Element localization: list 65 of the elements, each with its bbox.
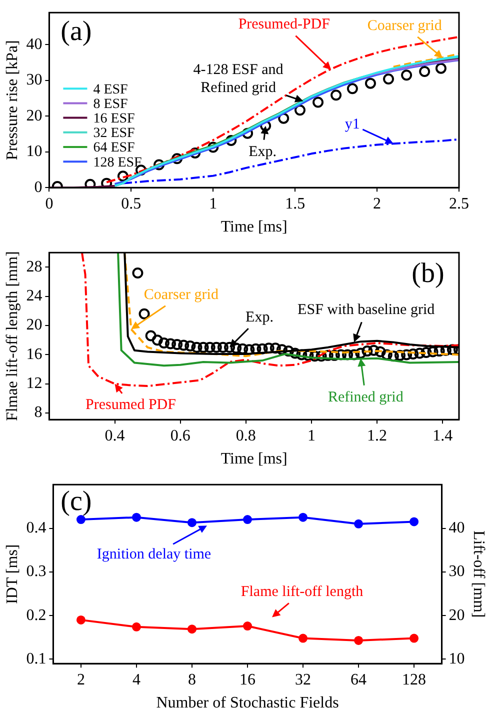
y-tick-label: 0.3 [26, 563, 46, 580]
x-tick-label: 1.5 [285, 195, 306, 212]
y-axis-title: Pressure rise [kPa] [4, 40, 21, 160]
legend-label: Ignition delay time [96, 546, 212, 563]
series-label: Flame lift-off length [240, 584, 364, 600]
x-axis-title: Number of Stochastic Fields [156, 694, 339, 712]
annotation: ESF with baseline grid [298, 302, 436, 318]
annotation: Coarser grid [367, 18, 442, 34]
y-tick-label: 20 [26, 316, 42, 334]
x-tick-label: 1.2 [367, 427, 388, 444]
x-tick-label: 64 [350, 671, 367, 688]
x-tick-label: 1 [209, 195, 218, 212]
y2-tick-label: 30 [448, 563, 465, 580]
x-tick-label: 0.8 [236, 427, 256, 444]
legend-label: 8 ESF [93, 96, 128, 112]
annotation: (b) [412, 258, 444, 289]
y-tick-label: 12 [26, 375, 42, 392]
x-tick-label: 16 [240, 671, 256, 688]
annotation: Coarser grid [144, 287, 219, 304]
legend-label: 4 ESF [93, 82, 128, 98]
annotation: y1 [344, 116, 360, 133]
y-tick-label: 16 [26, 346, 42, 363]
y2-tick-label: 40 [448, 519, 465, 536]
y2-tick-label: 20 [448, 606, 465, 624]
legend-label: 128 ESF [93, 155, 142, 170]
x-tick-label: 4 [132, 671, 140, 688]
legend-label: 32 ESF [93, 126, 136, 142]
x-tick-label: 32 [295, 671, 312, 688]
annotation: (c) [60, 486, 92, 517]
y2-tick-label: 10 [448, 650, 465, 668]
x-tick-label: 2.5 [449, 195, 469, 212]
y-tick-label: 0 [34, 178, 42, 196]
x-tick-label: 0.5 [121, 195, 142, 212]
annotation: Exp. [248, 144, 277, 160]
annotation: (a) [60, 16, 92, 47]
y-tick-label: 24 [26, 288, 42, 305]
x-tick-label: 0.6 [170, 427, 190, 444]
x-tick-label: 1.4 [432, 427, 453, 444]
y-axis-title: Flmae lift-off length [mm] [4, 251, 21, 422]
annotation: Presumed-PDF [238, 16, 330, 33]
y-tick-label: 0.4 [26, 519, 46, 536]
x-tick-label: 8 [188, 671, 196, 688]
x-axis-title: Time [ms] [220, 450, 288, 468]
x-tick-label: 2 [76, 671, 85, 688]
x-tick-label: 128 [402, 671, 426, 688]
y-tick-label: 0.2 [26, 606, 46, 624]
y2-axis-title: Lift-off [mm] [470, 530, 488, 618]
annotation: Refined grid [328, 389, 404, 406]
y-axis-title: IDT [ms] [4, 544, 21, 604]
y-tick-label: 20 [26, 107, 42, 124]
y-tick-label: 40 [26, 36, 42, 53]
y-tick-label: 0.1 [26, 650, 46, 668]
x-tick-label: 2 [373, 195, 382, 212]
y-tick-label: 28 [26, 258, 42, 276]
y-tick-label: 8 [34, 404, 42, 422]
y-tick-label: 30 [26, 72, 42, 89]
annotation: 4-128 ESF and Refined grid [193, 62, 284, 96]
legend-label: 16 ESF [93, 111, 136, 126]
y-tick-label: 10 [26, 143, 42, 160]
x-tick-label: 0.4 [104, 427, 125, 444]
annotation: Exp. [246, 309, 274, 326]
legend-label: 64 ESF [93, 140, 136, 156]
x-axis-title: Time [ms] [220, 218, 288, 236]
annotation: Presumed PDF [86, 396, 176, 413]
x-tick-label: 1 [307, 427, 316, 444]
